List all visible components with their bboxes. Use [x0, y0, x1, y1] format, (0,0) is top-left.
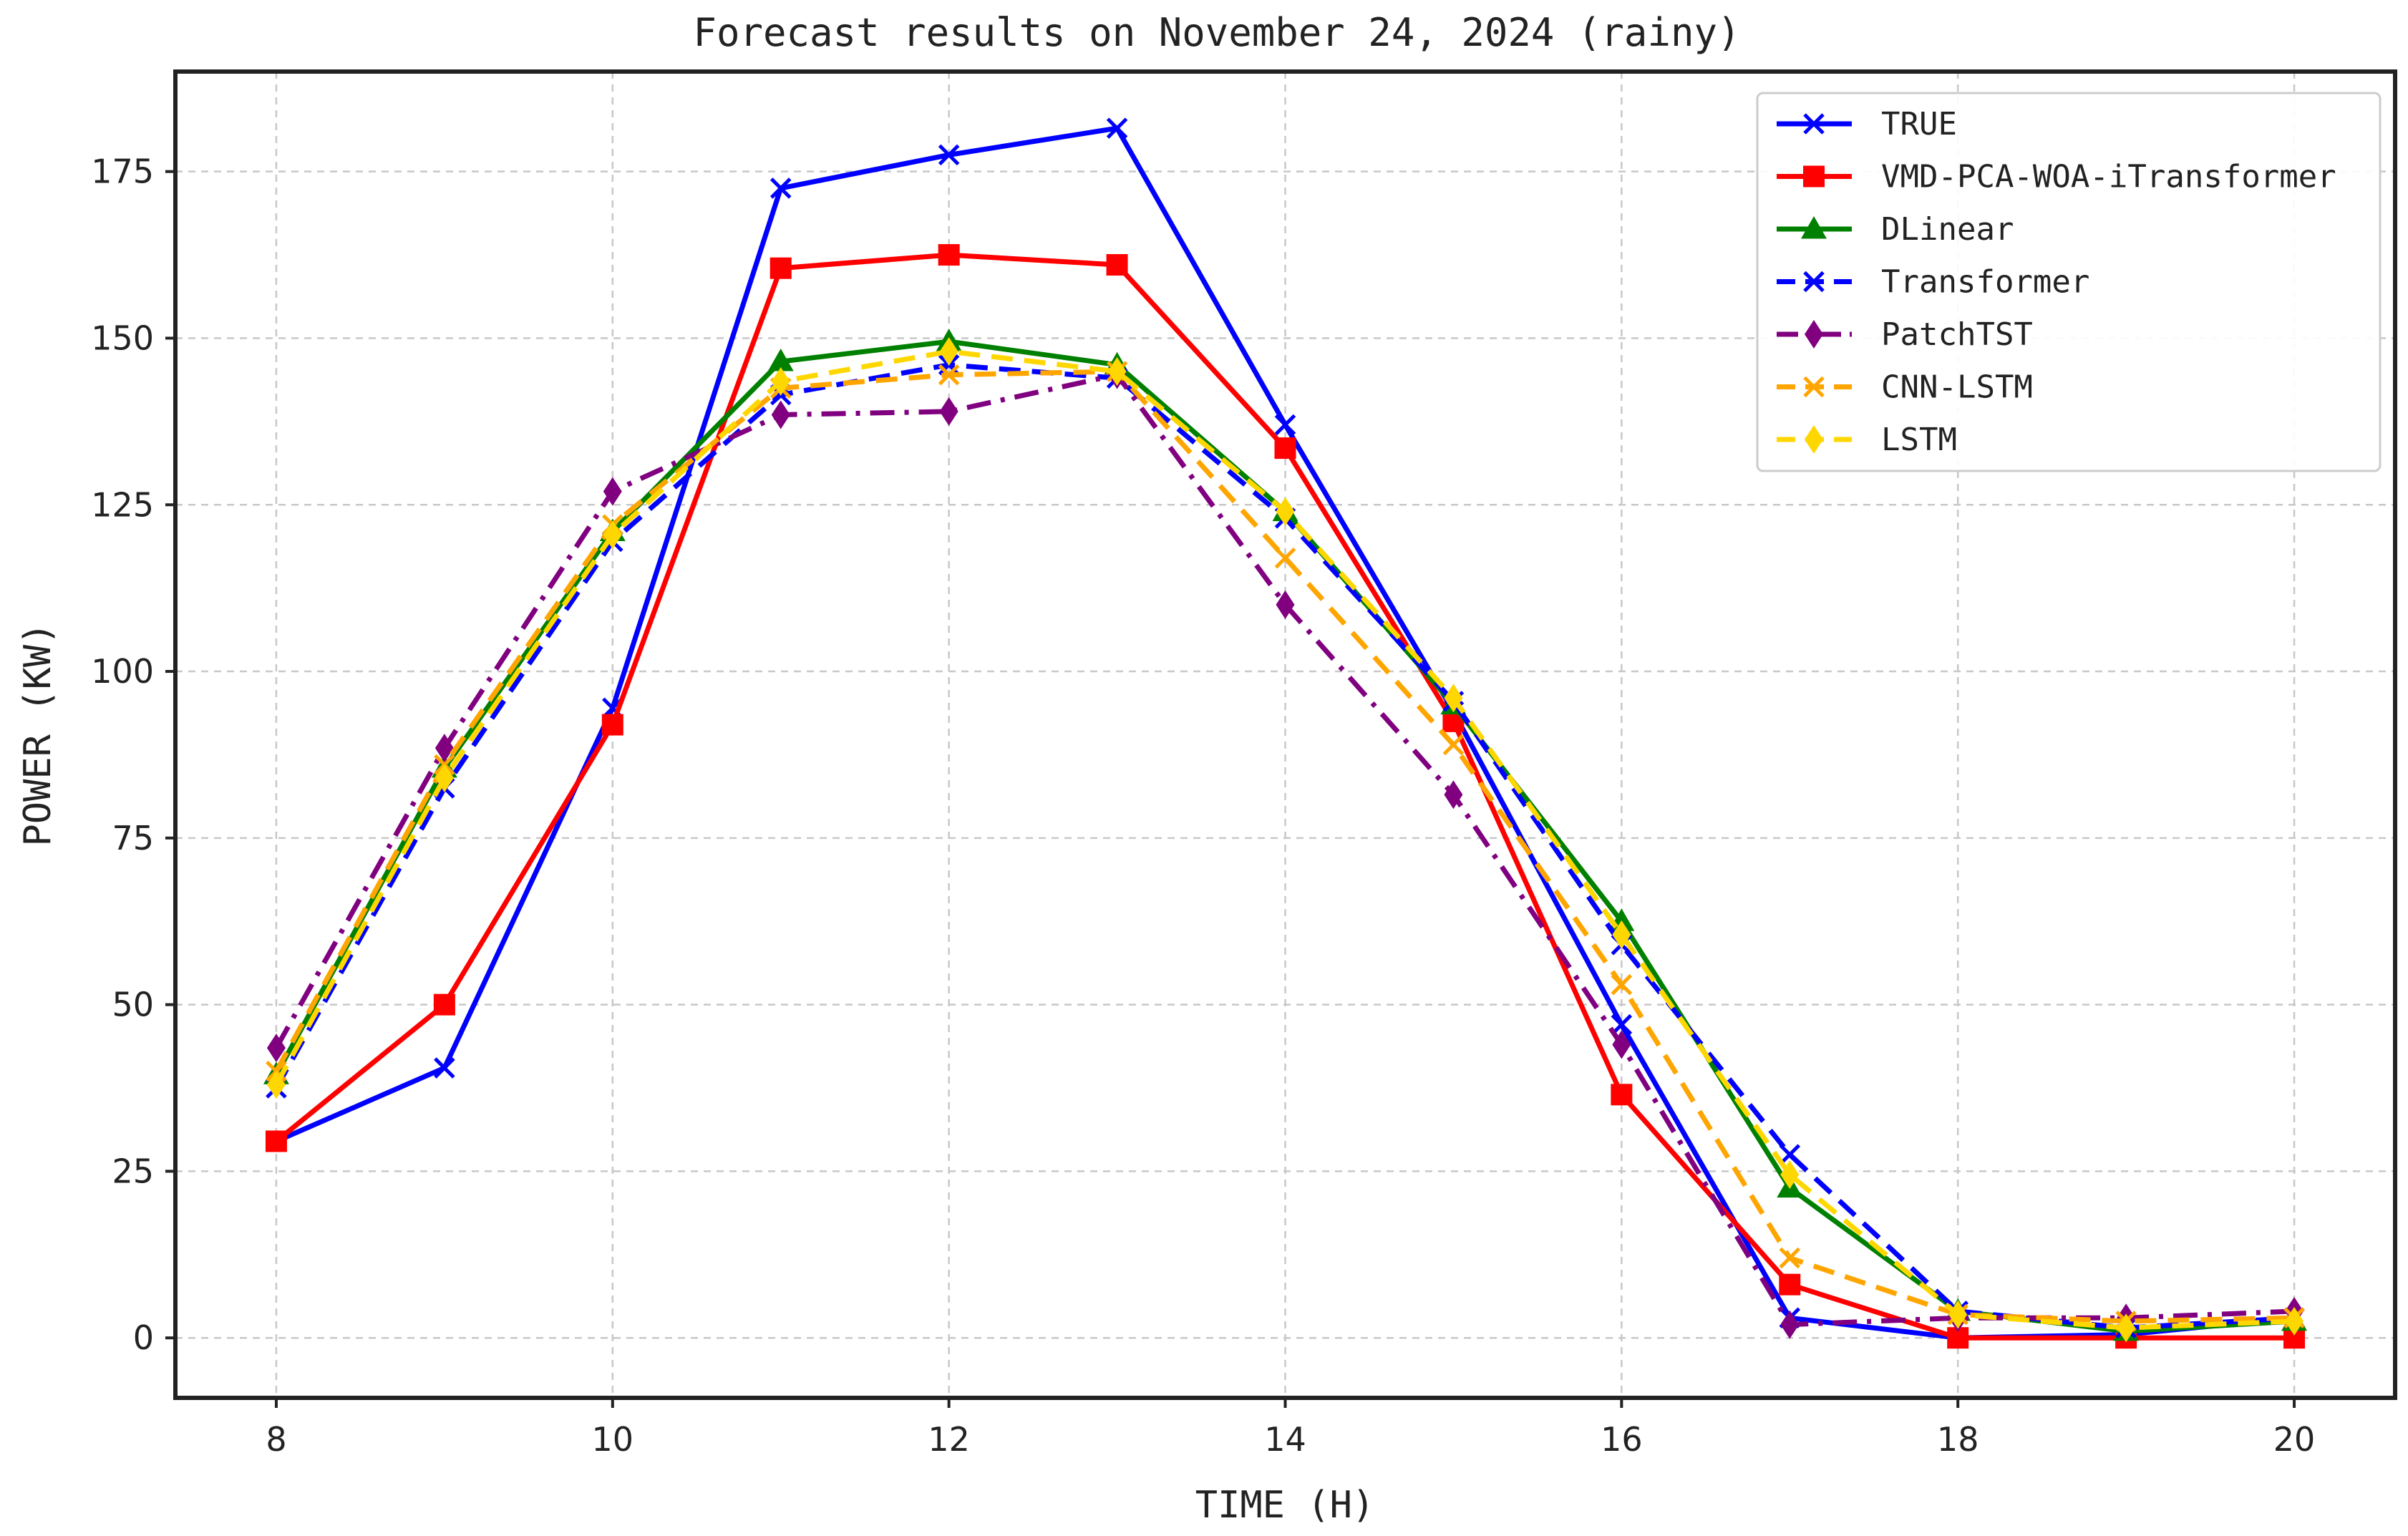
- data-point: [1948, 1300, 1968, 1329]
- data-point: [1780, 1310, 1800, 1339]
- data-point: [1611, 1014, 1633, 1036]
- legend-marker: [1803, 376, 1825, 398]
- y-tick-label: 75: [112, 819, 154, 857]
- data-point: [1779, 1144, 1801, 1165]
- x-axis-label: TIME (H): [1195, 1484, 1374, 1527]
- x-tick-label: 14: [1264, 1420, 1306, 1459]
- x-tick-label: 20: [2273, 1420, 2316, 1459]
- chart-title: Forecast results on November 24, 2024 (r…: [694, 10, 1741, 55]
- series-vmd-pca-woa-itransformer: [265, 244, 2306, 1349]
- y-axis-label: POWER (KW): [16, 622, 59, 846]
- data-point: [770, 178, 792, 199]
- data-point: [266, 1034, 286, 1063]
- data-point: [939, 397, 958, 426]
- data-point: [1444, 780, 1463, 810]
- data-point: [2285, 1306, 2304, 1336]
- legend-marker: [1803, 113, 1825, 135]
- data-point: [1106, 254, 1128, 276]
- legend-entry: LSTM: [1777, 422, 1957, 458]
- data-point: [1276, 497, 1295, 526]
- legend-label: Transformer: [1881, 264, 2089, 301]
- series-layer: [263, 117, 2308, 1349]
- data-point: [939, 337, 958, 366]
- x-tick-label: 8: [266, 1420, 286, 1459]
- legend-entry: CNN-LSTM: [1777, 369, 2033, 406]
- y-tick-label: 100: [91, 652, 154, 691]
- legend: TRUE VMD-PCA-WOA-iTransformer DLinear Trans…: [1756, 92, 2382, 472]
- data-point: [601, 714, 623, 736]
- x-tick-label: 16: [1601, 1420, 1643, 1459]
- legend-label: VMD-PCA-WOA-iTransformer: [1881, 159, 2336, 195]
- legend-box: [1756, 92, 2382, 472]
- legend-entry: TRUE: [1777, 106, 1957, 142]
- data-point: [1274, 547, 1296, 569]
- legend-marker: [1803, 271, 1825, 293]
- data-point: [1442, 734, 1465, 756]
- data-point: [938, 144, 960, 166]
- x-tick-label: 10: [592, 1420, 634, 1459]
- data-point: [603, 477, 622, 506]
- data-point: [433, 993, 455, 1016]
- data-point: [1444, 684, 1463, 713]
- series-lstm: [266, 337, 2304, 1343]
- y-tick-label: 50: [112, 986, 154, 1024]
- y-tick-label: 125: [91, 485, 154, 524]
- data-point: [603, 520, 622, 550]
- legend-entry: Transformer: [1777, 264, 2089, 301]
- data-point: [434, 1057, 455, 1079]
- data-point: [1274, 414, 1296, 436]
- data-point: [2117, 1313, 2136, 1343]
- data-point: [1779, 1273, 1801, 1296]
- data-point: [1274, 437, 1296, 460]
- data-point: [434, 764, 454, 793]
- data-point: [767, 349, 794, 371]
- data-point: [1611, 1084, 1633, 1106]
- legend-label: CNN-LSTM: [1881, 369, 2033, 406]
- data-point: [771, 366, 790, 396]
- data-point: [1780, 1160, 1800, 1190]
- legend-label: LSTM: [1881, 422, 1957, 458]
- legend-entry: DLinear: [1777, 211, 2014, 248]
- legend-entry: VMD-PCA-WOA-iTransformer: [1777, 159, 2336, 195]
- data-point: [434, 734, 454, 763]
- y-tick-label: 175: [91, 152, 154, 191]
- legend-marker: [1805, 320, 1823, 349]
- data-point: [938, 364, 960, 386]
- legend-marker: [1801, 216, 1827, 239]
- legend-label: PatchTST: [1881, 316, 2033, 353]
- data-point: [1276, 590, 1295, 619]
- legend-label: TRUE: [1881, 106, 1957, 142]
- legend-marker: [1803, 165, 1825, 188]
- y-tick-label: 25: [112, 1152, 154, 1190]
- data-point: [1107, 357, 1127, 387]
- legend-marker: [1805, 425, 1823, 454]
- x-tick-label: 18: [1937, 1420, 1979, 1459]
- data-point: [266, 1070, 286, 1099]
- data-point: [938, 244, 960, 266]
- data-point: [1612, 920, 1631, 949]
- data-point: [1611, 973, 1633, 996]
- data-point: [1779, 1247, 1801, 1269]
- data-point: [1612, 1030, 1631, 1059]
- data-point: [1106, 117, 1128, 139]
- data-point: [771, 400, 790, 429]
- data-point: [265, 1130, 287, 1152]
- data-point: [770, 257, 792, 279]
- y-tick-label: 150: [91, 319, 154, 357]
- legend-entry: PatchTST: [1777, 316, 2033, 353]
- x-tick-label: 12: [928, 1420, 970, 1459]
- y-tick-label: 0: [133, 1318, 154, 1357]
- legend-label: DLinear: [1881, 211, 2014, 248]
- axis-ticks: 8 10 12 14 16 18 20 0 25 50 75 100 125 150 175: [91, 152, 2315, 1459]
